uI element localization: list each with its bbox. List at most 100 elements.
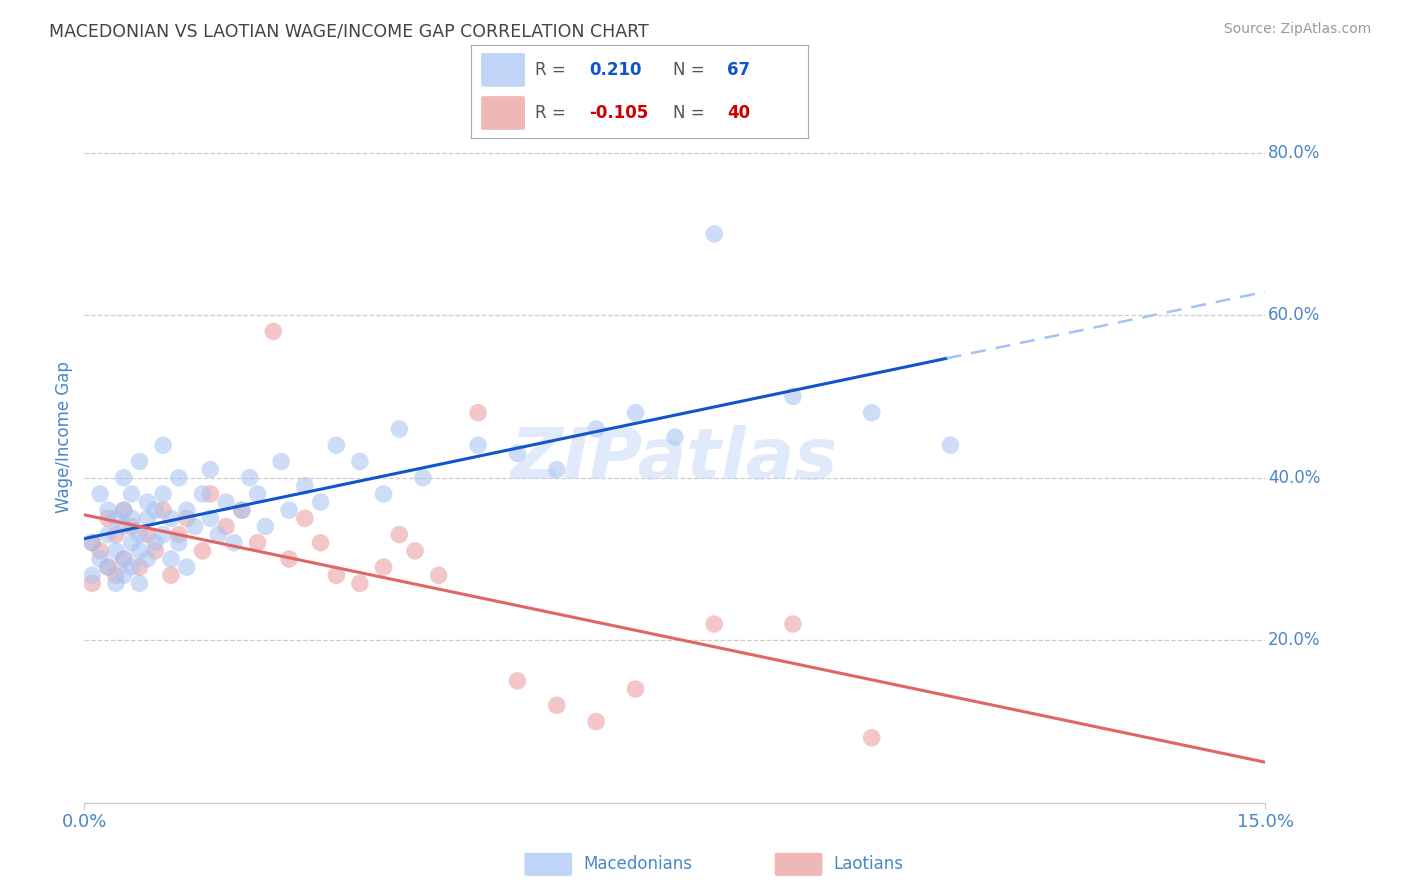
Point	[427, 568, 450, 582]
Point	[294, 511, 316, 525]
Text: Macedonians: Macedonians	[583, 855, 693, 873]
Point	[167, 471, 190, 485]
Point	[152, 438, 174, 452]
Point	[136, 527, 159, 541]
Point	[160, 568, 183, 582]
Text: N =: N =	[673, 104, 704, 122]
Point	[89, 544, 111, 558]
Point	[121, 519, 143, 533]
Point	[121, 535, 143, 549]
Point	[325, 568, 347, 582]
Point	[231, 503, 253, 517]
Point	[112, 471, 135, 485]
Point	[183, 519, 205, 533]
Text: ZIPatlas: ZIPatlas	[512, 425, 838, 493]
Point	[82, 568, 104, 582]
Text: 40: 40	[727, 104, 751, 122]
Point	[506, 446, 529, 460]
Point	[467, 406, 489, 420]
Point	[278, 503, 301, 517]
Text: Source: ZipAtlas.com: Source: ZipAtlas.com	[1223, 22, 1371, 37]
Point	[373, 560, 395, 574]
Point	[309, 535, 332, 549]
Point	[200, 511, 222, 525]
Point	[143, 503, 166, 517]
Point	[546, 462, 568, 476]
Point	[191, 487, 214, 501]
Point	[506, 673, 529, 688]
Point	[349, 454, 371, 468]
Point	[89, 552, 111, 566]
Point	[97, 560, 120, 574]
Point	[104, 544, 127, 558]
Point	[624, 681, 647, 696]
Point	[112, 568, 135, 582]
Point	[89, 487, 111, 501]
Text: R =: R =	[536, 61, 565, 78]
Point	[136, 511, 159, 525]
Point	[239, 471, 262, 485]
Point	[112, 503, 135, 517]
Text: 80.0%: 80.0%	[1268, 144, 1320, 161]
Text: 40.0%: 40.0%	[1268, 468, 1320, 487]
Point	[128, 544, 150, 558]
Point	[167, 535, 190, 549]
Point	[262, 325, 284, 339]
Point	[585, 714, 607, 729]
Point	[152, 487, 174, 501]
Point	[82, 535, 104, 549]
Point	[388, 527, 411, 541]
Y-axis label: Wage/Income Gap: Wage/Income Gap	[55, 361, 73, 513]
Point	[167, 527, 190, 541]
Point	[373, 487, 395, 501]
Point	[325, 438, 347, 452]
Point	[254, 519, 277, 533]
Point	[624, 406, 647, 420]
Point	[860, 731, 883, 745]
Point	[215, 519, 238, 533]
Point	[546, 698, 568, 713]
FancyBboxPatch shape	[481, 53, 524, 87]
Point	[664, 430, 686, 444]
Point	[278, 552, 301, 566]
Point	[191, 544, 214, 558]
Point	[112, 503, 135, 517]
Point	[388, 422, 411, 436]
Point	[270, 454, 292, 468]
Point	[104, 527, 127, 541]
Point	[121, 511, 143, 525]
Point	[860, 406, 883, 420]
Point	[104, 568, 127, 582]
Point	[104, 576, 127, 591]
FancyBboxPatch shape	[481, 96, 524, 130]
Point	[104, 511, 127, 525]
Point	[97, 503, 120, 517]
Point	[143, 544, 166, 558]
Point	[136, 495, 159, 509]
Point	[128, 560, 150, 574]
Text: -0.105: -0.105	[589, 104, 648, 122]
Point	[112, 552, 135, 566]
Point	[176, 560, 198, 574]
Point	[246, 535, 269, 549]
Point	[121, 560, 143, 574]
Point	[467, 438, 489, 452]
Point	[782, 617, 804, 632]
Point	[207, 527, 229, 541]
Point	[309, 495, 332, 509]
Point	[939, 438, 962, 452]
Text: 0.210: 0.210	[589, 61, 641, 78]
Point	[112, 519, 135, 533]
Point	[97, 560, 120, 574]
Point	[160, 511, 183, 525]
Point	[97, 527, 120, 541]
Point	[200, 487, 222, 501]
Point	[231, 503, 253, 517]
Point	[200, 462, 222, 476]
Point	[128, 454, 150, 468]
Text: 67: 67	[727, 61, 751, 78]
Point	[585, 422, 607, 436]
Point	[246, 487, 269, 501]
Text: MACEDONIAN VS LAOTIAN WAGE/INCOME GAP CORRELATION CHART: MACEDONIAN VS LAOTIAN WAGE/INCOME GAP CO…	[49, 22, 650, 40]
Text: 20.0%: 20.0%	[1268, 632, 1320, 649]
